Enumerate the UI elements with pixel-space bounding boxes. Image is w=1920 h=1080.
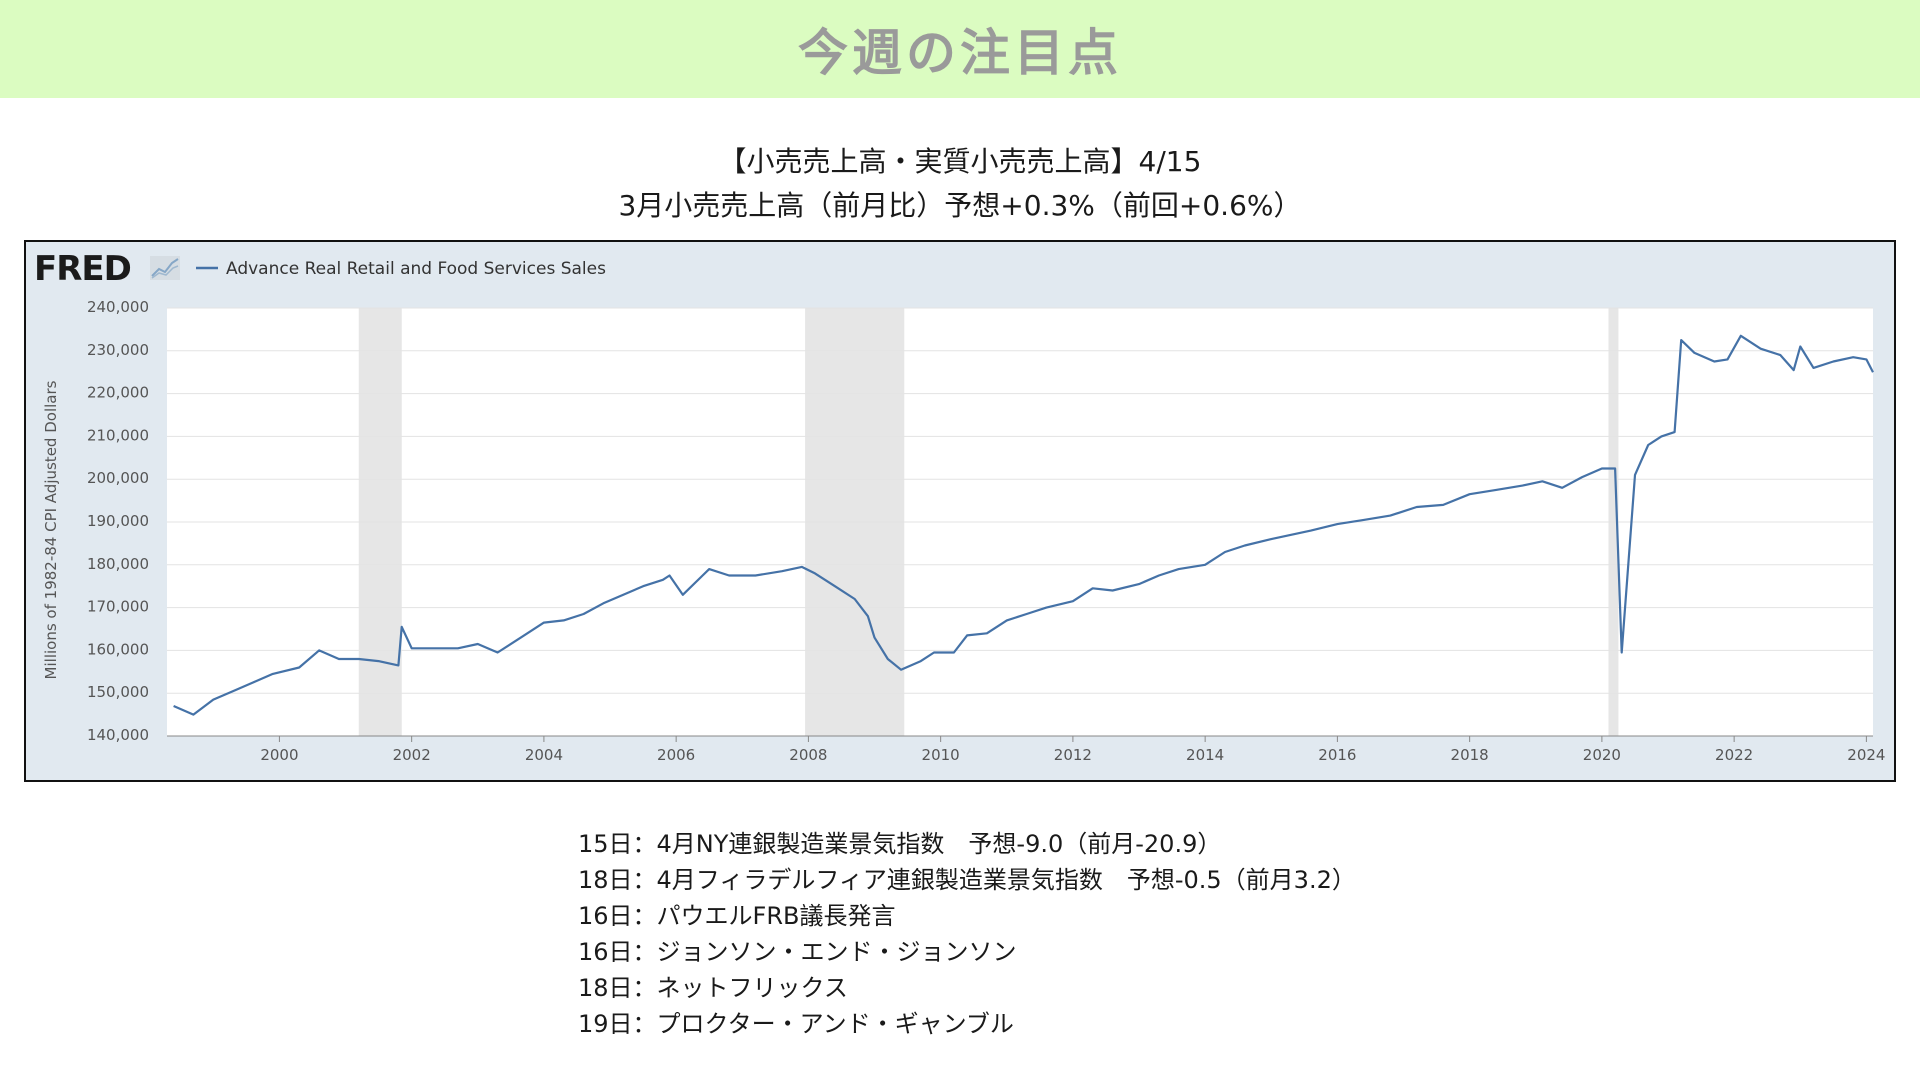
- y-tick-label: 160,000: [87, 640, 149, 658]
- x-tick-label: 2004: [525, 746, 563, 764]
- event-item: 16日：パウエルFRB議長発言: [578, 902, 896, 930]
- x-tick-label: 2020: [1583, 746, 1621, 764]
- y-tick-label: 220,000: [87, 384, 149, 402]
- x-tick-label: 2008: [789, 746, 827, 764]
- x-tick-label: 2018: [1451, 746, 1489, 764]
- chart-title-line1: 【小売売上高・実質小売売上高】4/15: [718, 145, 1202, 178]
- x-tick-label: 2000: [260, 746, 298, 764]
- y-tick-label: 200,000: [87, 469, 149, 487]
- x-tick-label: 2022: [1715, 746, 1753, 764]
- y-axis-label: Millions of 1982-84 CPI Adjusted Dollars: [42, 380, 60, 679]
- y-tick-label: 230,000: [87, 341, 149, 359]
- event-item: 18日：ネットフリックス: [578, 974, 848, 1002]
- y-tick-label: 210,000: [87, 426, 149, 444]
- y-tick-label: 170,000: [87, 598, 149, 616]
- event-item: 18日：4月フィラデルフィア連銀製造業景気指数 予想-0.5（前月3.2）: [578, 866, 1356, 894]
- fred-logo: FRED: [34, 249, 131, 289]
- header-banner: 今週の注目点: [0, 0, 1920, 98]
- chart-svg: FRED Advance Real Retail and Food Servic…: [34, 249, 1886, 764]
- fred-chart: FRED Advance Real Retail and Food Servic…: [24, 240, 1896, 782]
- x-tick-label: 2024: [1847, 746, 1885, 764]
- y-tick-label: 190,000: [87, 512, 149, 530]
- series-line: [173, 334, 1874, 716]
- page-title: 今週の注目点: [798, 24, 1122, 82]
- x-tick-label: 2016: [1318, 746, 1356, 764]
- y-tick-label: 150,000: [87, 683, 149, 701]
- chart-title: 【小売売上高・実質小売売上高】4/15 3月小売売上高（前月比）予想+0.3%（…: [0, 140, 1920, 228]
- y-tick-label: 140,000: [87, 726, 149, 744]
- x-tick-label: 2002: [393, 746, 431, 764]
- event-item: 16日：ジョンソン・エンド・ジョンソン: [578, 938, 1017, 966]
- legend-label: Advance Real Retail and Food Services Sa…: [226, 259, 606, 279]
- fred-logo-graph-icon: [150, 256, 180, 280]
- x-tick-label: 2014: [1186, 746, 1224, 764]
- x-tick-label: 2010: [922, 746, 960, 764]
- event-item: 19日：プロクター・アンド・ギャンブル: [578, 1010, 1014, 1038]
- y-tick-label: 180,000: [87, 555, 149, 573]
- y-tick-label: 240,000: [87, 298, 149, 316]
- plot-area: 240,000 230,000 220,000 210,000 200,000 190,0…: [87, 298, 1886, 764]
- x-tick-label: 2012: [1054, 746, 1092, 764]
- x-tick-label: 2006: [657, 746, 695, 764]
- chart-title-line2: 3月小売売上高（前月比）予想+0.3%（前回+0.6%）: [618, 189, 1302, 222]
- event-list: 15日：4月NY連銀製造業景気指数 予想-9.0（前月-20.9） 18日：4月…: [578, 826, 1356, 1042]
- event-item: 15日：4月NY連銀製造業景気指数 予想-9.0（前月-20.9）: [578, 830, 1222, 858]
